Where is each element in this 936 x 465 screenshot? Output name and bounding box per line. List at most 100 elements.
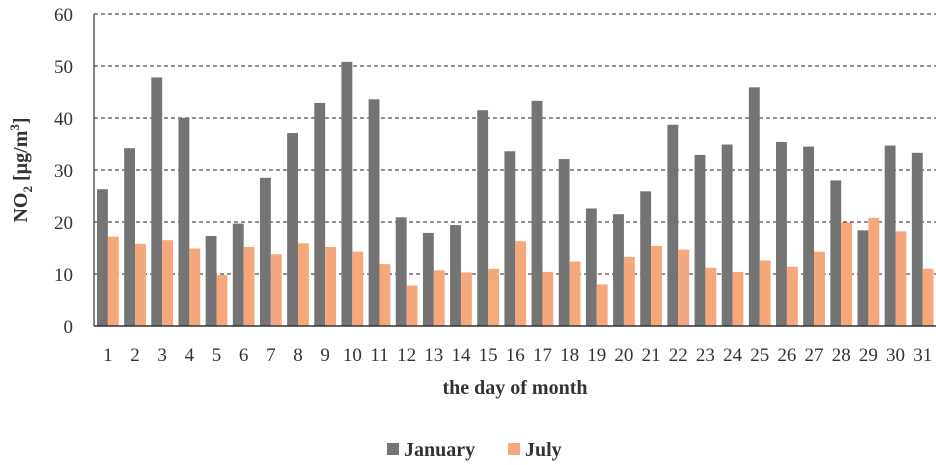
bar-january-day-6 xyxy=(232,223,244,326)
bar-january-day-25 xyxy=(748,87,760,326)
bar-january-day-24 xyxy=(721,144,733,326)
x-tick-label: 22 xyxy=(669,345,688,366)
bar-july-day-9 xyxy=(325,246,337,326)
bar-january-day-10 xyxy=(341,61,353,327)
bar-january-day-13 xyxy=(422,232,434,326)
bar-july-day-23 xyxy=(705,267,717,326)
x-tick-label: 3 xyxy=(157,345,167,366)
x-tick-label: 12 xyxy=(397,345,416,366)
x-tick-label: 26 xyxy=(777,345,796,366)
x-tick-label: 31 xyxy=(913,345,932,366)
bar-january-day-8 xyxy=(287,133,298,326)
bar-july-day-25 xyxy=(759,260,771,326)
x-tick-label: 17 xyxy=(533,345,552,366)
bar-january-day-18 xyxy=(558,159,570,326)
bar-january-day-2 xyxy=(124,148,136,326)
bar-july-day-27 xyxy=(814,251,825,326)
x-tick-label: 11 xyxy=(370,345,388,366)
y-axis-ticks: 0 10 20 30 40 50 60 xyxy=(54,5,73,338)
bar-july-day-4 xyxy=(189,248,201,326)
x-tick-label: 14 xyxy=(451,345,471,366)
bar-january-day-17 xyxy=(531,100,543,326)
bar-january-day-30 xyxy=(884,145,896,326)
bar-july-day-14 xyxy=(460,272,472,326)
x-tick-label: 9 xyxy=(320,345,330,366)
bar-january-day-15 xyxy=(477,110,489,326)
x-tick-label: 24 xyxy=(723,345,743,366)
x-tick-label: 6 xyxy=(239,345,249,366)
x-tick-label: 5 xyxy=(212,345,222,366)
bar-july-day-2 xyxy=(135,243,146,326)
x-tick-label: 19 xyxy=(587,345,606,366)
bar-january-day-28 xyxy=(830,180,842,326)
y-tick-label: 50 xyxy=(54,57,73,78)
bar-july-day-24 xyxy=(732,271,744,326)
bar-july-day-7 xyxy=(270,254,282,326)
x-tick-label: 29 xyxy=(859,345,878,366)
x-tick-label: 8 xyxy=(293,345,303,366)
x-tick-label: 2 xyxy=(130,345,140,366)
bar-january-day-12 xyxy=(395,217,407,326)
bar-january-day-23 xyxy=(694,154,706,326)
bar-january-day-7 xyxy=(259,177,271,326)
bars xyxy=(97,61,934,327)
bar-july-day-22 xyxy=(678,249,690,326)
bar-july-day-26 xyxy=(786,266,798,326)
y-tick-label: 40 xyxy=(54,109,73,130)
legend-swatch-july xyxy=(508,443,520,455)
bar-january-day-27 xyxy=(803,146,815,326)
bar-july-day-18 xyxy=(569,261,581,326)
bar-january-day-1 xyxy=(97,189,108,326)
legend-label-july: July xyxy=(525,439,562,461)
bar-january-day-20 xyxy=(613,214,624,326)
x-tick-label: 4 xyxy=(185,345,195,366)
bar-january-day-16 xyxy=(504,151,516,326)
bar-january-day-31 xyxy=(911,152,923,326)
y-tick-label: 0 xyxy=(64,317,74,338)
x-tick-label: 25 xyxy=(750,345,769,366)
bar-july-day-15 xyxy=(488,268,499,326)
legend-label-january: January xyxy=(404,439,475,461)
bar-january-day-19 xyxy=(585,208,597,326)
bar-january-day-11 xyxy=(368,99,380,326)
bar-january-day-29 xyxy=(857,230,869,326)
bar-july-day-16 xyxy=(515,241,527,326)
bar-july-day-20 xyxy=(623,256,635,326)
x-tick-label: 15 xyxy=(479,345,498,366)
bar-july-day-31 xyxy=(922,268,934,326)
legend: January July xyxy=(387,439,562,461)
y-tick-label: 20 xyxy=(54,213,73,234)
bar-july-day-19 xyxy=(596,284,608,326)
x-tick-label: 10 xyxy=(343,345,362,366)
bar-july-day-30 xyxy=(895,231,907,326)
bar-july-day-1 xyxy=(107,236,119,326)
bar-january-day-22 xyxy=(667,124,679,326)
bar-july-day-29 xyxy=(868,217,880,326)
x-tick-label: 16 xyxy=(506,345,525,366)
x-tick-label: 13 xyxy=(424,345,443,366)
bar-january-day-26 xyxy=(776,141,787,326)
legend-swatch-january xyxy=(387,443,399,455)
x-tick-label: 20 xyxy=(614,345,633,366)
bar-july-day-11 xyxy=(379,264,391,326)
bar-july-day-13 xyxy=(433,270,445,326)
x-tick-label: 18 xyxy=(560,345,579,366)
x-tick-label: 23 xyxy=(696,345,715,366)
bar-july-day-6 xyxy=(243,246,255,326)
bar-july-day-28 xyxy=(841,222,853,326)
y-tick-label: 30 xyxy=(54,161,73,182)
bar-july-day-5 xyxy=(216,275,228,326)
x-tick-label: 28 xyxy=(832,345,851,366)
y-tick-label: 60 xyxy=(54,5,73,26)
x-axis-title: the day of month xyxy=(442,377,587,399)
bar-july-day-12 xyxy=(406,285,418,326)
y-tick-label: 10 xyxy=(54,265,73,286)
bar-july-day-17 xyxy=(542,271,554,326)
x-tick-label: 7 xyxy=(266,345,276,366)
bar-january-day-9 xyxy=(314,102,326,326)
bar-january-day-4 xyxy=(178,118,190,326)
bar-july-day-8 xyxy=(297,243,309,326)
x-axis-ticks: 1 2 3 4 5 6 7 8 9 10 11 12 13 14 15 16 17 18 19 20 21 22 23 24 2… xyxy=(103,345,932,366)
x-tick-label: 30 xyxy=(886,345,905,366)
bar-july-day-3 xyxy=(162,240,174,326)
